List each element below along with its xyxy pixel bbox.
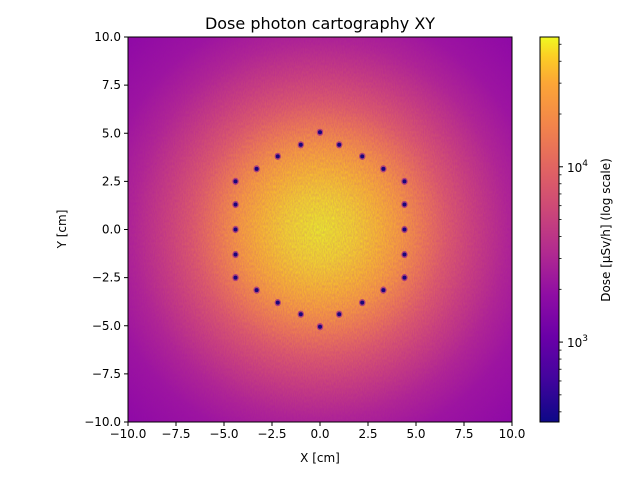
low-dose-spot (381, 288, 386, 293)
y-axis: 10.0 7.5 5.0 2.5 0.0 −2.5 −5.0 −7.5 −10.0 (84, 30, 128, 429)
low-dose-spots (232, 128, 408, 331)
y-tick-label: 2.5 (102, 174, 121, 188)
x-axis-label: X [cm] (300, 451, 340, 465)
x-tick-label: 10.0 (499, 427, 526, 441)
x-tick-label: 0.0 (310, 427, 329, 441)
low-dose-spot (233, 227, 238, 232)
y-tick-label: −10.0 (84, 415, 121, 429)
y-tick-label: 10.0 (94, 30, 121, 44)
colorbar-tick-label: 104 (567, 159, 588, 175)
low-dose-spot (318, 130, 322, 135)
low-dose-spot (337, 142, 342, 147)
low-dose-spot (360, 300, 365, 305)
low-dose-spot (254, 166, 259, 171)
low-dose-spot (381, 166, 386, 171)
low-dose-spot (402, 227, 407, 232)
x-axis: −10.0 −7.5 −5.0 −2.5 0.0 2.5 5.0 7.5 10.0 (110, 422, 526, 441)
low-dose-spot (275, 154, 280, 159)
x-tick-label: −10.0 (110, 427, 147, 441)
chart-title: Dose photon cartography XY (205, 14, 435, 33)
low-dose-spot (360, 154, 365, 159)
low-dose-spot (402, 275, 407, 280)
x-tick-label: −5.0 (209, 427, 238, 441)
low-dose-spot (233, 179, 238, 184)
low-dose-spot (233, 202, 238, 207)
dose-field-texture (128, 37, 512, 422)
y-tick-label: −7.5 (92, 367, 121, 381)
low-dose-spot (233, 252, 238, 257)
y-axis-label: Y [cm] (55, 210, 69, 250)
x-tick-label: −2.5 (257, 427, 286, 441)
x-tick-label: 2.5 (358, 427, 377, 441)
y-tick-label: −2.5 (92, 271, 121, 285)
y-tick-label: −5.0 (92, 319, 121, 333)
heatmap-area (128, 37, 512, 422)
low-dose-spot (318, 324, 322, 329)
colorbar-label: Dose [µSv/h] (log scale) (599, 158, 613, 302)
x-tick-label: 5.0 (406, 427, 425, 441)
y-tick-label: 5.0 (102, 126, 121, 140)
colorbar-ticks: 103 104 (559, 43, 588, 413)
low-dose-spot (298, 142, 303, 147)
low-dose-spot (254, 288, 259, 293)
y-tick-label: 0.0 (102, 223, 121, 237)
low-dose-spot (298, 312, 303, 317)
colorbar (539, 36, 560, 423)
low-dose-spot (402, 252, 407, 257)
low-dose-spot (402, 202, 407, 207)
x-tick-label: −7.5 (161, 427, 190, 441)
colorbar-tick-label: 103 (567, 334, 588, 350)
x-tick-label: 7.5 (454, 427, 473, 441)
low-dose-spot (337, 312, 342, 317)
low-dose-spot (402, 179, 407, 184)
y-tick-label: 7.5 (102, 78, 121, 92)
low-dose-spot (275, 300, 280, 305)
low-dose-spot (233, 275, 238, 280)
